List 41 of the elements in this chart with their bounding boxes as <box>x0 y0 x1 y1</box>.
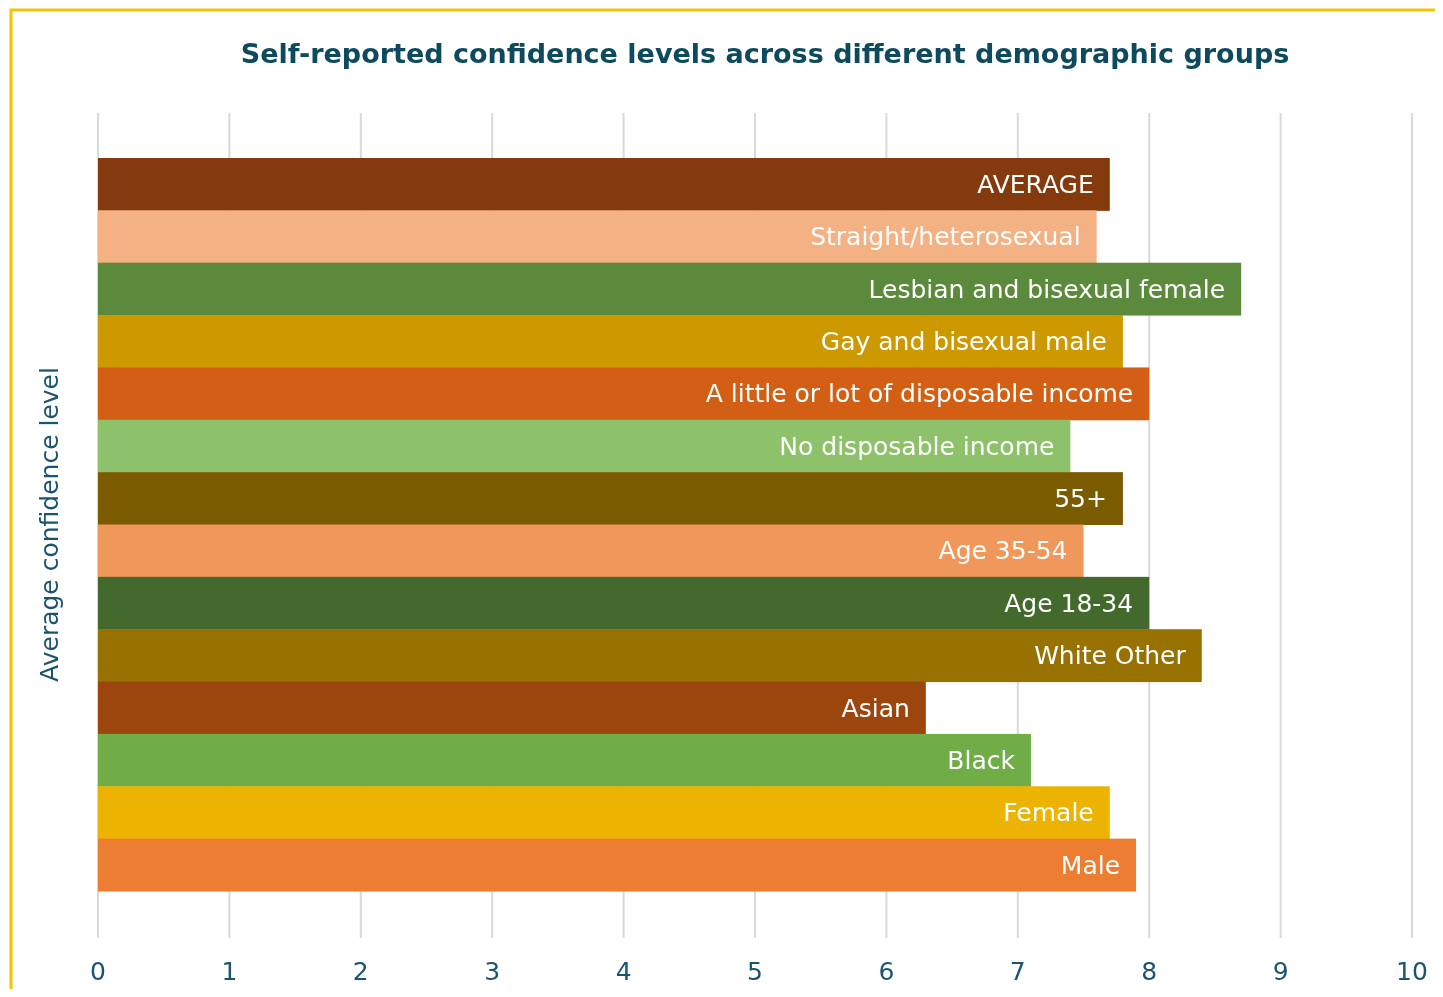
x-tick-label: 3 <box>484 957 501 986</box>
bar <box>98 681 926 735</box>
bar <box>98 629 1202 683</box>
x-tick-label: 10 <box>1396 957 1428 986</box>
x-tick-label: 2 <box>352 957 369 986</box>
bar <box>98 315 1123 368</box>
y-tick-label: Age 35-54 <box>938 536 1068 566</box>
x-tick-label: 6 <box>878 957 895 986</box>
x-tick-label: 7 <box>1009 957 1026 986</box>
y-tick-label: Black <box>947 745 1016 775</box>
bar <box>98 576 1150 630</box>
bar <box>98 262 1242 316</box>
y-tick-label: Gay and bisexual male <box>820 327 1107 356</box>
y-tick-label: Age 18-34 <box>1004 588 1134 618</box>
bar <box>98 472 1123 525</box>
y-tick-label: Straight/heterosexual <box>810 222 1081 252</box>
x-tick-label: 0 <box>90 957 106 986</box>
x-tick-label: 5 <box>747 957 763 986</box>
y-tick-label: A little or lot of disposable income <box>705 379 1134 409</box>
y-tick-label: No disposable income <box>779 431 1055 461</box>
y-tick-label: AVERAGE <box>977 169 1094 199</box>
chart-title: Self-reported confidence levels across different demographic groups <box>240 38 1290 69</box>
bar <box>98 419 1071 473</box>
bar <box>98 210 1097 264</box>
y-tick-label: Asian <box>841 693 910 723</box>
bar <box>98 524 1084 578</box>
x-tick-label: 4 <box>615 957 632 986</box>
x-tick-label: 9 <box>1272 957 1289 986</box>
x-tick-label: 1 <box>221 957 238 986</box>
bar <box>98 158 1110 211</box>
bar <box>98 367 1150 421</box>
bar <box>98 786 1110 840</box>
x-tick-label: 8 <box>1141 957 1158 986</box>
y-tick-label: 55+ <box>1054 484 1107 514</box>
y-tick-label: Male <box>1060 850 1121 880</box>
y-tick-label: Female <box>1003 798 1094 828</box>
y-axis-title: Average confidence level <box>35 367 64 682</box>
bar <box>98 733 1031 787</box>
y-tick-label: Lesbian and bisexual female <box>868 274 1226 304</box>
y-tick-label: White Other <box>1034 641 1187 671</box>
bar <box>98 838 1137 892</box>
